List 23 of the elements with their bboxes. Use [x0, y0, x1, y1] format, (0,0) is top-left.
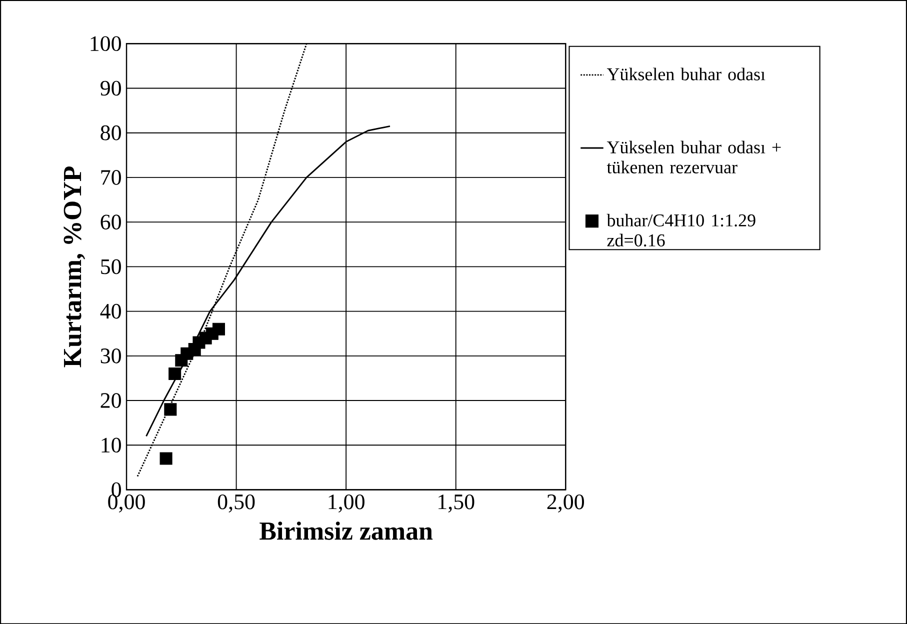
x-tick-label: 0,50	[218, 494, 255, 512]
y-tick-label: 20	[100, 392, 121, 408]
point	[164, 403, 177, 416]
x-tick-label: 1,50	[438, 494, 474, 512]
legend-label: Yükselen buhar odası + tükenen rezervuar	[606, 140, 781, 174]
y-tick-label: 90	[100, 80, 121, 96]
y-tick-label: 60	[100, 214, 121, 230]
legend-label: Yükselen buhar odası	[606, 68, 766, 80]
x-tick-label: 1,00	[328, 494, 364, 512]
y-tick-label: 100	[90, 36, 121, 51]
point	[160, 452, 172, 465]
y-axis-title: Kurtarım, %OYP	[64, 166, 86, 368]
point	[212, 322, 225, 336]
y-tick-label: 50	[101, 259, 121, 274]
legend-label: buhar/C4H10 1:1.29 zd=0.16	[606, 214, 756, 246]
x-axis-title: Birimsiz zaman	[260, 521, 433, 540]
y-tick-label: 30	[100, 348, 121, 364]
y-tick-label: 80	[100, 125, 121, 140]
point	[168, 367, 182, 380]
y-tick-label: 70	[101, 170, 121, 185]
y-tick-label: 10	[102, 438, 121, 452]
x-tick-label: 2,00	[547, 494, 584, 512]
y-tick-label: 40	[100, 304, 121, 319]
